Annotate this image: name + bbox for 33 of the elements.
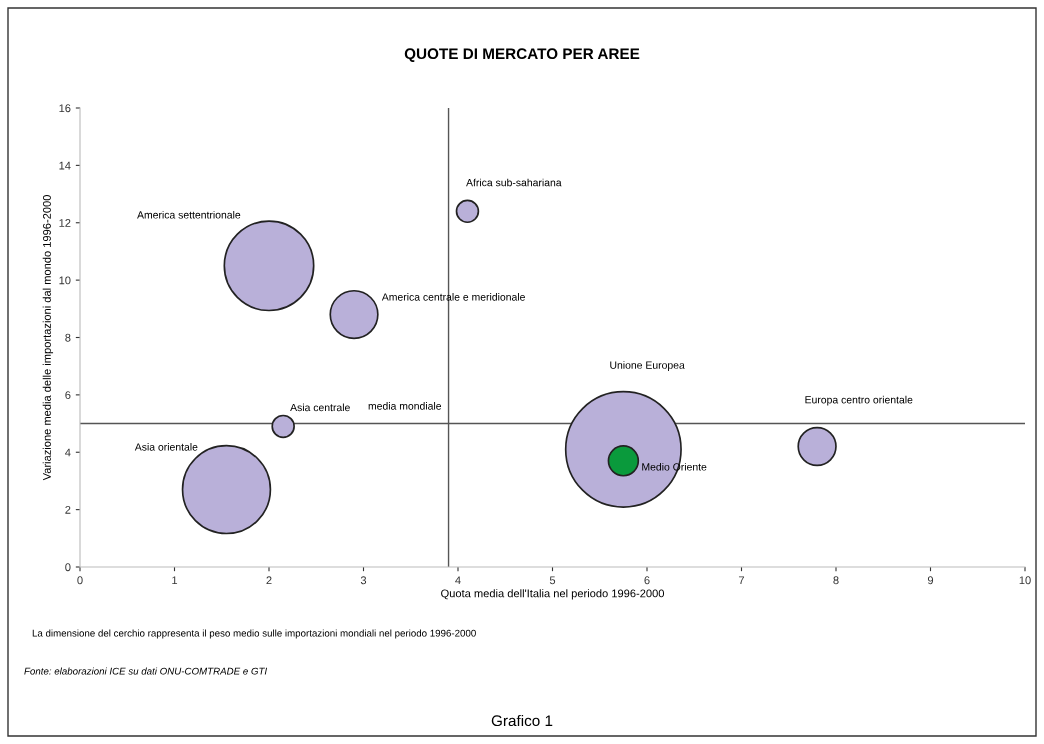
text: Grafico 1 xyxy=(491,714,553,727)
x-tick-label: 5 xyxy=(549,576,556,585)
y-axis-title: Variazione media delle importazioni dal mondo 1996-2000 xyxy=(42,195,54,481)
x-tick-label: 2 xyxy=(266,576,272,585)
y-tick-label: 10 xyxy=(59,276,71,285)
text: La dimensione del cerchio rappresenta il peso medio sulle importazioni mondiali nel periodo 1996-2000 xyxy=(32,629,476,639)
y-tick-label: 4 xyxy=(65,448,71,457)
y-tick-label: 0 xyxy=(65,563,71,572)
series-label: America settentrionale xyxy=(137,210,241,219)
annotation: media mondiale xyxy=(368,402,442,410)
series-label: Asia centrale xyxy=(290,403,350,412)
x-tick-label: 4 xyxy=(455,576,461,585)
x-tick-label: 7 xyxy=(738,576,745,585)
x-tick-label: 1 xyxy=(172,576,178,585)
x-axis-title: Quota media dell'Italia nel periodo 1996-2000 xyxy=(441,589,665,600)
y-tick-label: 2 xyxy=(65,505,71,514)
x-tick-label: 6 xyxy=(644,576,650,585)
x-tick-label: 10 xyxy=(1019,576,1031,585)
x-tick-label: 9 xyxy=(927,576,934,585)
y-tick-label: 6 xyxy=(65,391,71,400)
y-tick-label: 14 xyxy=(59,161,71,170)
x-tick-label: 3 xyxy=(360,576,367,585)
x-tick-label: 0 xyxy=(77,576,83,585)
series-label: Asia orientale xyxy=(134,443,198,451)
y-tick-label: 8 xyxy=(65,333,71,342)
source-note: Fonte: elaborazioni ICE su dati ONU-COMTRADE e GTI xyxy=(24,667,268,675)
x-tick-label: 8 xyxy=(833,576,839,585)
y-tick-label: 12 xyxy=(59,219,71,227)
chart-title: QUOTE DI MERCATO PER AREE xyxy=(404,48,640,62)
series-label: Africa sub-sahariana xyxy=(466,178,562,187)
text: Unione Europea xyxy=(610,361,685,371)
y-tick-label: 16 xyxy=(59,104,71,113)
text: Europa centro orientale xyxy=(805,395,913,406)
